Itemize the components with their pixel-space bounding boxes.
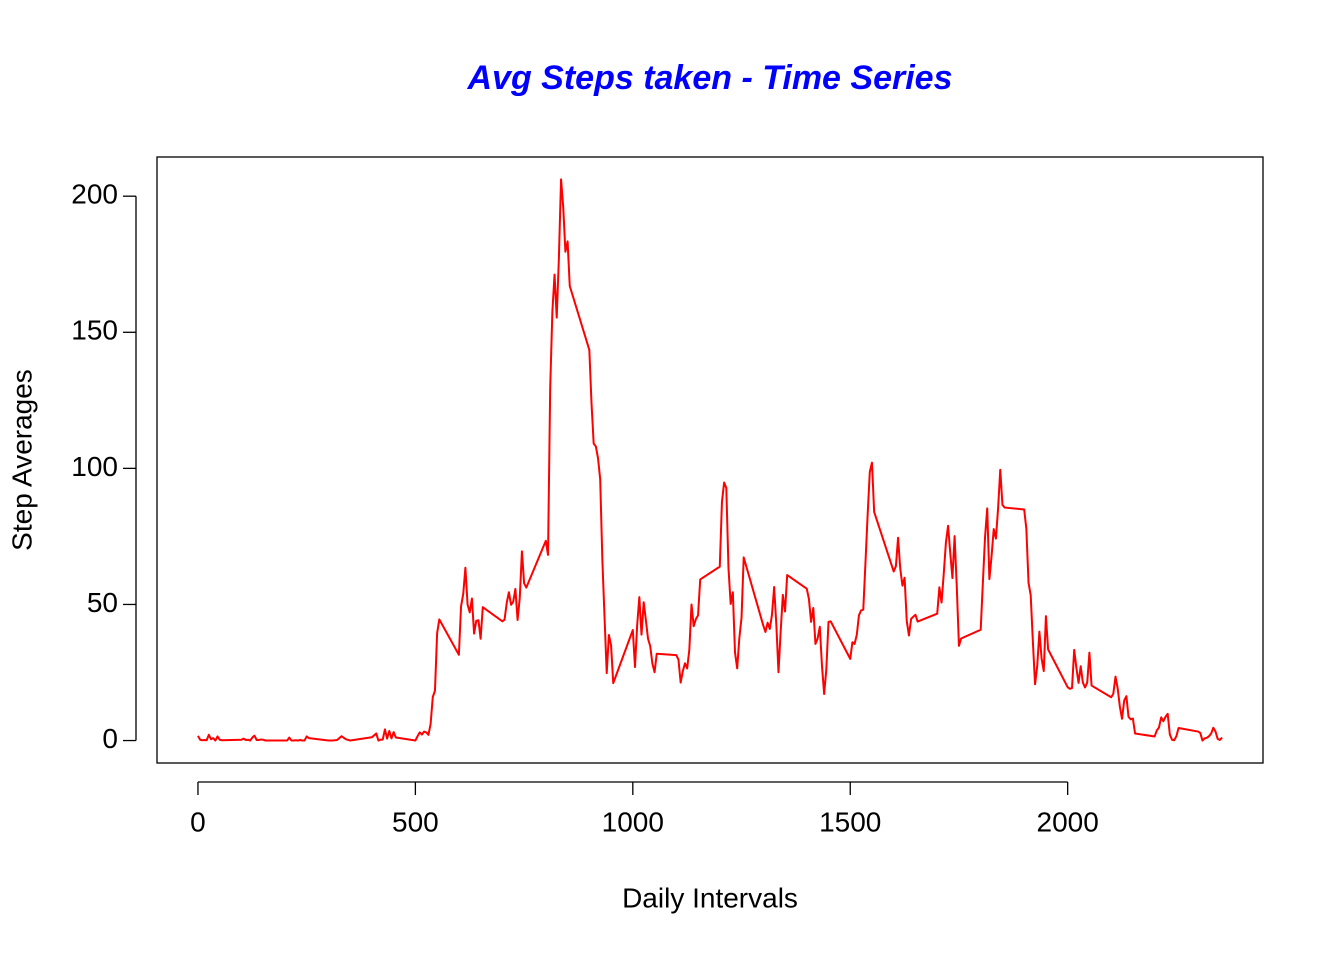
y-tick-label: 150 [71,315,118,346]
plot-frame [156,156,1264,764]
y-tick-label: 200 [71,179,118,210]
y-tick-label: 50 [87,587,118,618]
chart-title: Avg Steps taken - Time Series [466,59,952,97]
y-tick-label: 100 [71,451,118,482]
x-tick-label: 500 [392,806,439,837]
data-line [197,178,1223,742]
x-tick-label: 1500 [819,806,881,837]
y-tick-label: 0 [102,723,118,754]
x-tick-label: 1000 [602,806,664,837]
x-tick-label: 0 [190,806,206,837]
x-tick-label: 2000 [1037,806,1099,837]
y-axis-label: Step Averages [6,369,37,551]
x-axis-label: Daily Intervals [622,882,798,913]
